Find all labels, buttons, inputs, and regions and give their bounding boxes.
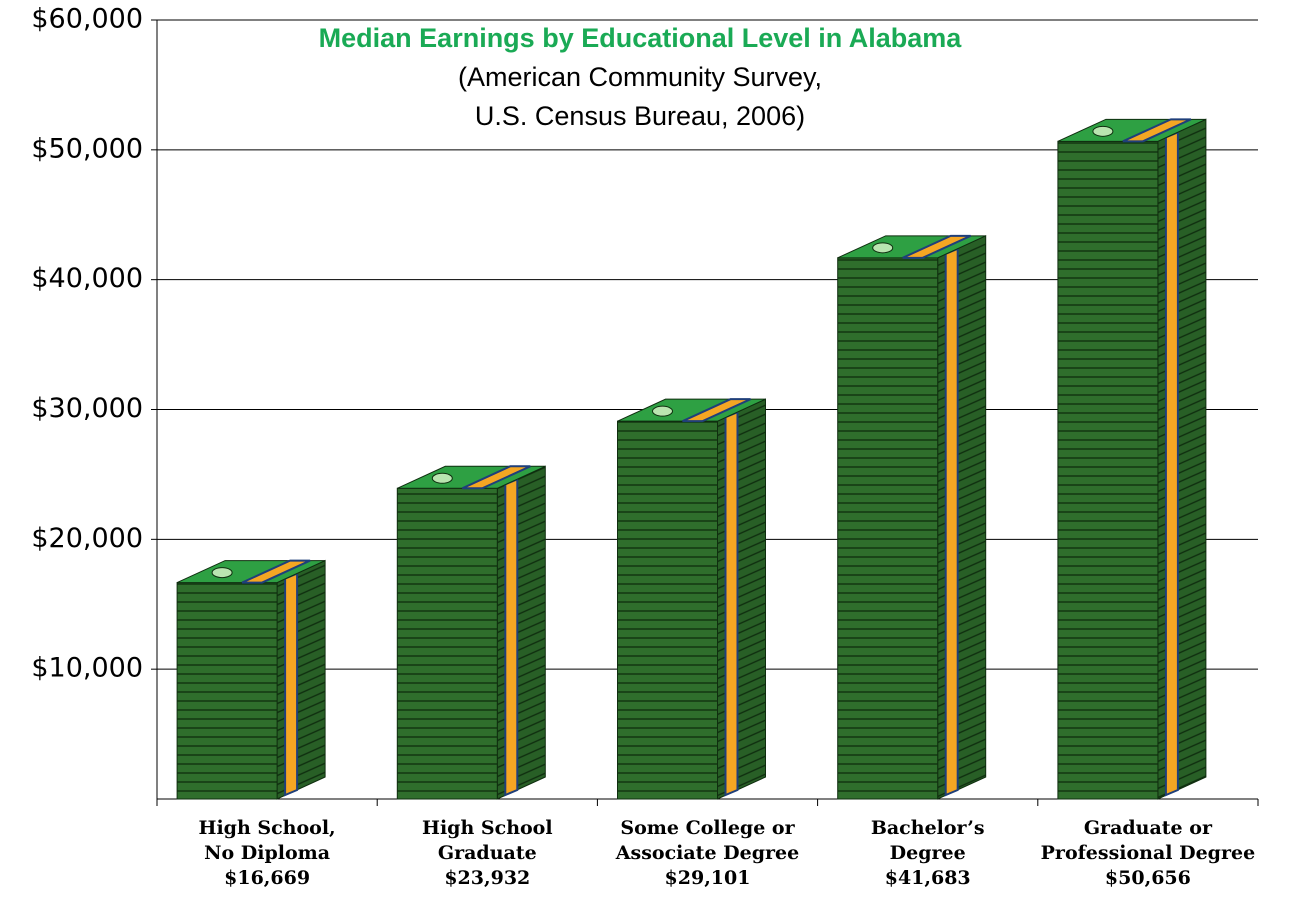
y-tick-label: $30,000 [31, 393, 143, 424]
bar-top-band [1122, 118, 1192, 143]
bar-top-band [682, 398, 751, 423]
bar-band [944, 247, 959, 797]
bar-top-band [241, 559, 311, 584]
y-tick-label: $50,000 [31, 133, 143, 164]
value-label: $23,932 [444, 867, 530, 889]
chart-title: Median Earnings by Educational Level in … [319, 23, 963, 53]
y-tick-label: $10,000 [31, 653, 143, 684]
y-tick-label: $20,000 [31, 523, 143, 554]
x-tick-label: High School [422, 817, 553, 839]
x-tick-label: Bachelor’s [871, 817, 985, 839]
x-tick-label: High School, [199, 817, 336, 839]
y-tick-label: $40,000 [31, 263, 143, 294]
bar-band [504, 477, 519, 797]
x-tick-label: No Diploma [204, 842, 330, 864]
bar-top-seal [431, 472, 453, 484]
x-tick-label: Associate Degree [615, 842, 799, 864]
value-label: $41,683 [885, 867, 971, 889]
bar-top-band [461, 465, 531, 490]
bar [396, 487, 498, 800]
bar [1057, 140, 1159, 800]
bar-band [1164, 130, 1179, 797]
bar-top-seal [652, 405, 673, 417]
value-label: $50,656 [1105, 867, 1191, 889]
bar-band [724, 410, 739, 797]
x-tick-label: Professional Degree [1041, 842, 1256, 864]
bar [176, 582, 278, 800]
value-label: $29,101 [665, 867, 751, 889]
bar [617, 420, 718, 800]
x-tick-label: Graduate [438, 842, 537, 864]
x-tick-label: Degree [890, 842, 966, 864]
value-label: $16,669 [224, 867, 310, 889]
y-tick-label: $60,000 [31, 4, 143, 35]
bar-top-seal [1092, 125, 1114, 137]
bar-top-seal [211, 567, 233, 579]
bar [837, 257, 939, 800]
bar-band [284, 572, 299, 797]
bar-top-seal [872, 242, 894, 254]
chart-subtitle: U.S. Census Bureau, 2006) [475, 101, 805, 131]
x-tick-label: Graduate or [1084, 817, 1213, 839]
x-tick-label: Some College or [620, 817, 795, 839]
bar-top-band [902, 234, 972, 259]
chart-subtitle: (American Community Survey, [458, 62, 822, 92]
